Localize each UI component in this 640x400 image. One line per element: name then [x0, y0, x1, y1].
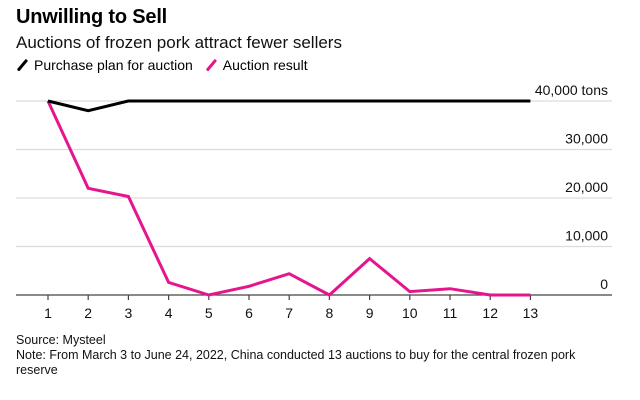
- y-tick-labels: 0 10,000 20,000 30,000 40,000 tons: [535, 82, 608, 292]
- x-tick-label: 4: [165, 305, 173, 321]
- legend-item-purchase-plan: Purchase plan for auction: [16, 57, 193, 73]
- legend-item-auction-result: Auction result: [205, 57, 308, 73]
- x-tick-label: 8: [326, 305, 334, 321]
- series-line-auction-result: [46, 100, 531, 297]
- source-note: Source: Mysteel: [16, 333, 106, 347]
- legend-label: Purchase plan for auction: [34, 57, 193, 73]
- chart-note: Note: From March 3 to June 24, 2022, Chi…: [16, 348, 576, 377]
- y-tick-label: 20,000: [565, 179, 608, 195]
- x-tick-label: 2: [84, 305, 92, 321]
- x-tick-label: 7: [285, 305, 293, 321]
- footer: Source: Mysteel Note: From March 3 to Ju…: [16, 333, 616, 378]
- series-lines: [46, 99, 531, 297]
- gridlines: [16, 100, 612, 248]
- x-tick-label: 3: [125, 305, 133, 321]
- series-line-purchase-plan: [47, 99, 531, 113]
- y-tick-label: 30,000: [565, 131, 608, 147]
- legend-label: Auction result: [222, 57, 308, 73]
- y-tick-label: 40,000 tons: [535, 82, 608, 98]
- x-tick-label: 9: [366, 305, 374, 321]
- chart-subtitle: Auctions of frozen pork attract fewer se…: [16, 33, 342, 52]
- legend: Purchase plan for auction Auction result: [16, 57, 320, 73]
- y-tick-label: 0: [600, 276, 608, 292]
- x-tick-label: 10: [402, 305, 418, 321]
- chart-title: Unwilling to Sell: [16, 6, 168, 28]
- x-tick-label: 12: [482, 305, 498, 321]
- x-tick-label: 5: [205, 305, 213, 321]
- x-tick-label: 6: [245, 305, 253, 321]
- y-tick-label: 10,000: [565, 228, 608, 244]
- x-axis: 1 2 3 4 5 6 7 8 9 10 11 12 13: [16, 294, 612, 321]
- x-tick-label: 1: [44, 305, 52, 321]
- x-tick-label: 11: [443, 305, 458, 321]
- x-tick-label: 13: [523, 305, 539, 321]
